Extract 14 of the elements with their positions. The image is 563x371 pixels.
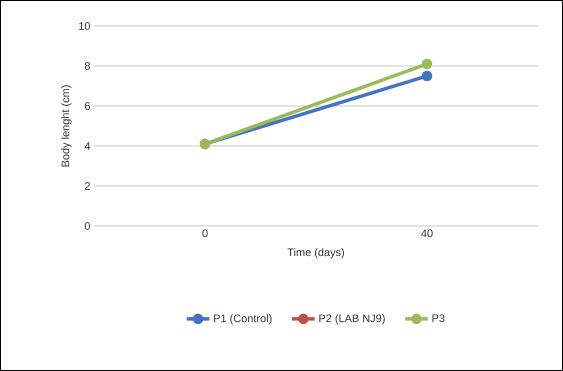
point <box>422 70 432 82</box>
x-tick-label: 40 <box>421 230 433 238</box>
legend-label: P1 (Control) <box>214 314 272 324</box>
y-tick-label: 6 <box>84 102 90 110</box>
y-tick-label: 0 <box>84 222 90 230</box>
legend-label: P2 (LAB NJ9) <box>319 314 385 324</box>
y-tick-label: 8 <box>84 62 90 70</box>
y-tick-label: 4 <box>84 142 90 150</box>
x-axis-title: Time (days) <box>288 248 344 258</box>
point <box>422 58 432 70</box>
y-tick-label: 10 <box>79 22 90 30</box>
y-axis-title: Body lenght (cm) <box>61 85 72 167</box>
legend-label: P3 <box>432 314 445 322</box>
y-tick-label: 2 <box>84 182 90 190</box>
